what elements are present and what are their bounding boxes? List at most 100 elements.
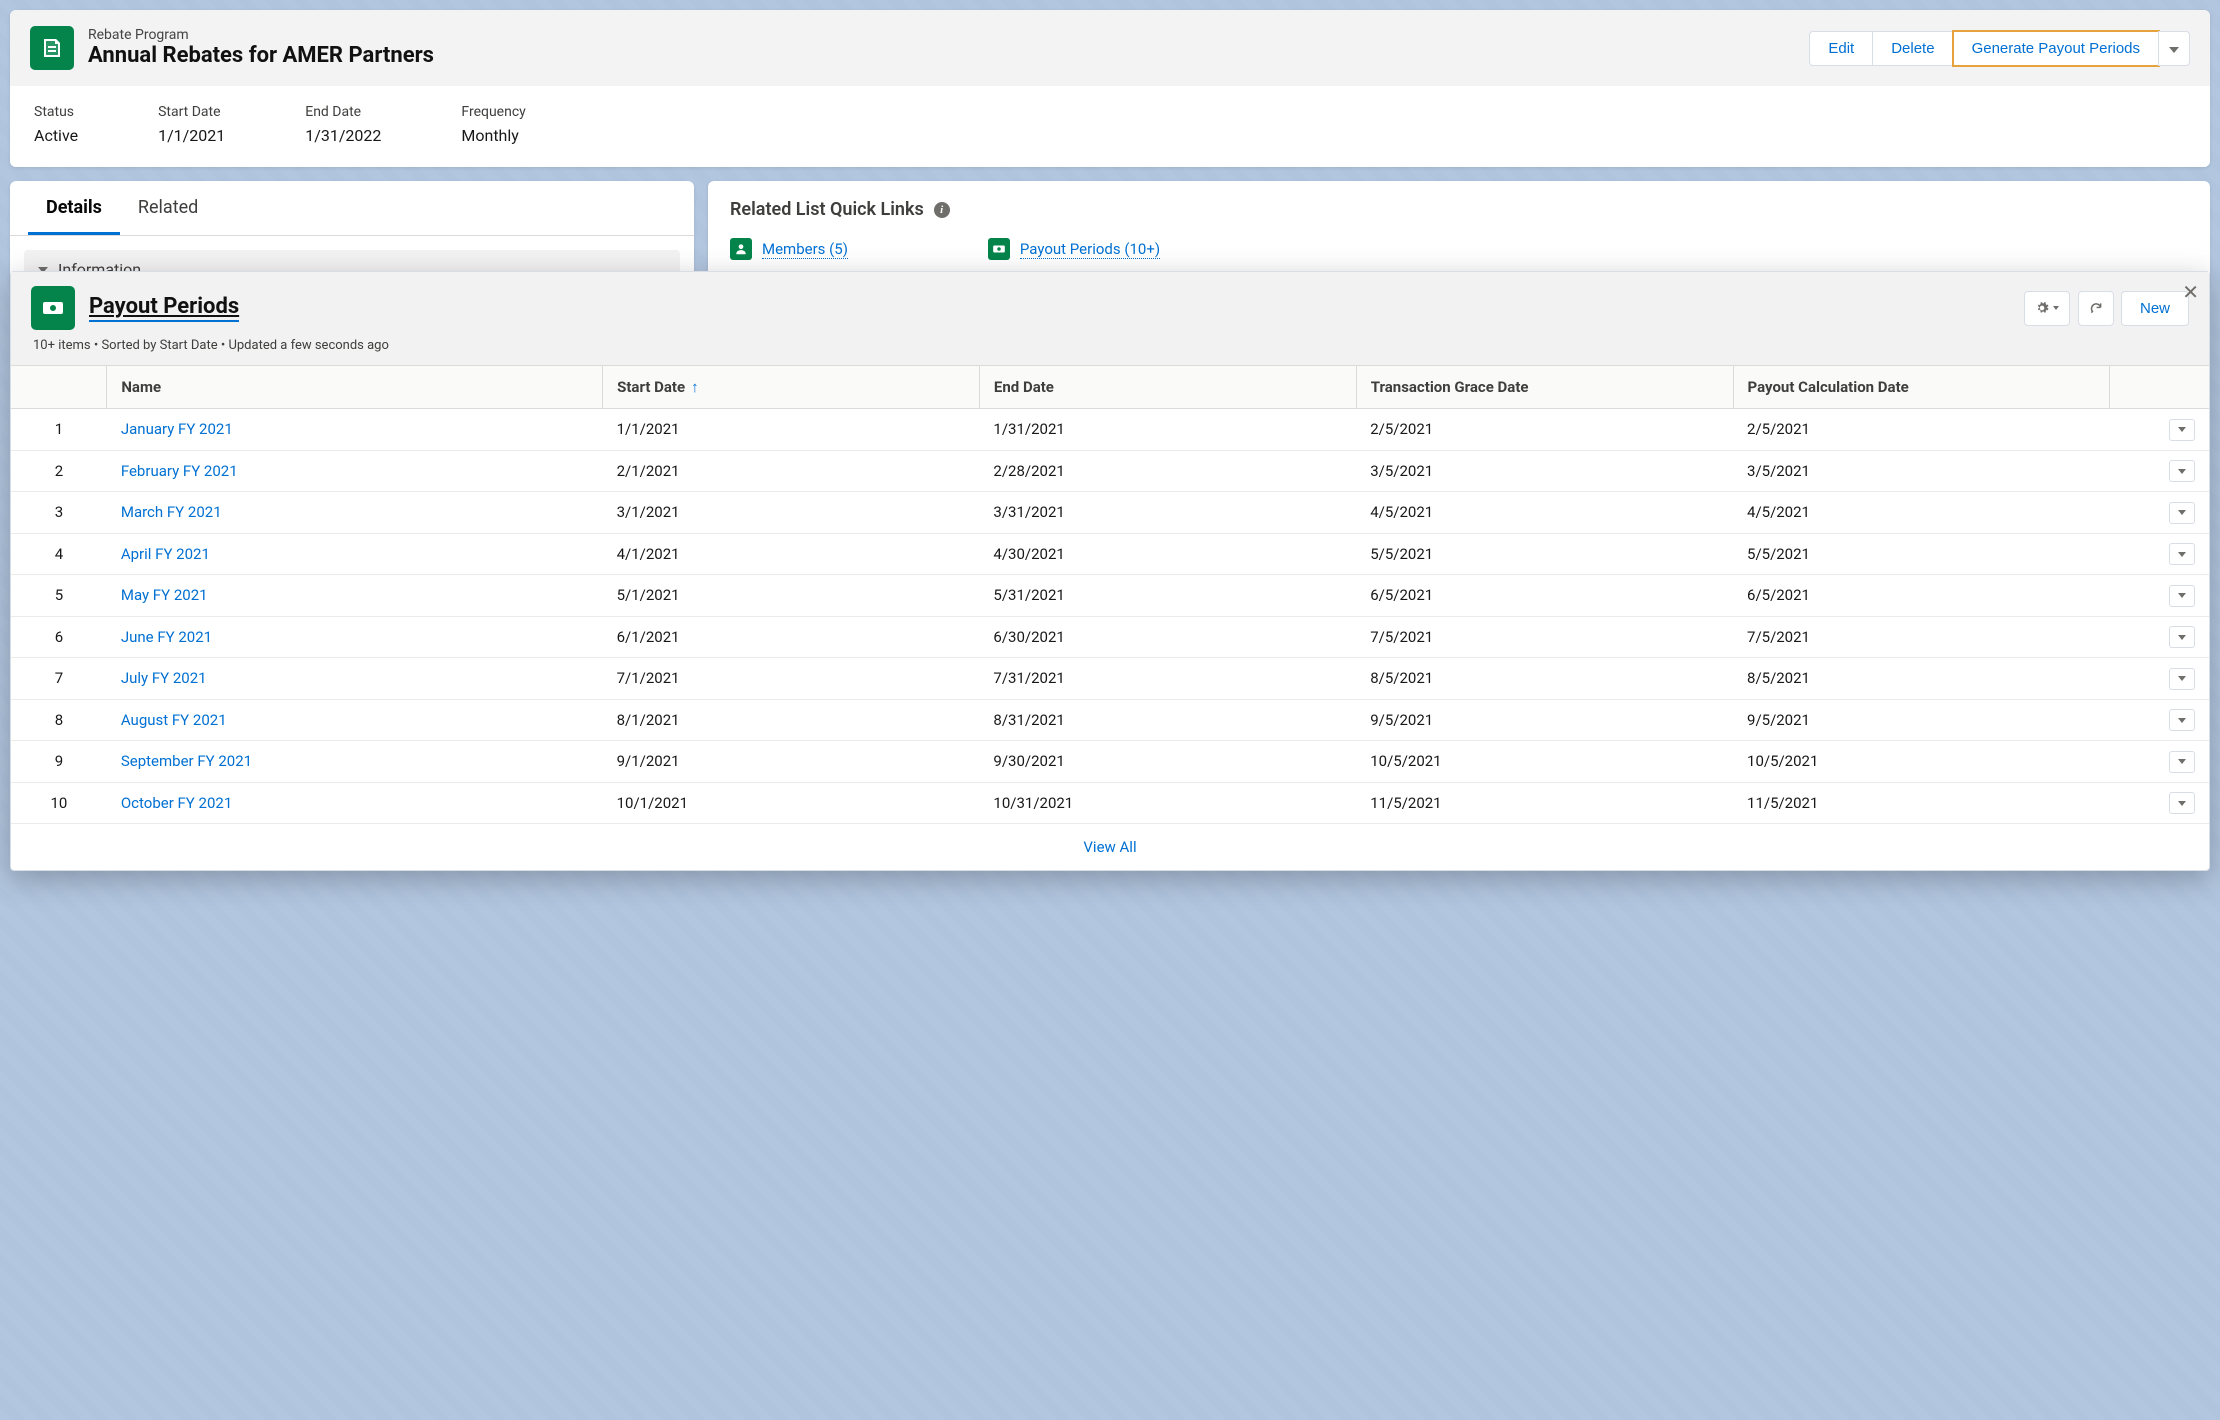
table-row: 9 September FY 2021 9/1/2021 9/30/2021 1… bbox=[11, 741, 2209, 783]
chevron-down-icon bbox=[2178, 510, 2186, 515]
period-name-link[interactable]: March FY 2021 bbox=[121, 503, 222, 521]
cell-calc-date: 4/5/2021 bbox=[1733, 492, 2110, 534]
row-actions-button[interactable] bbox=[2169, 709, 2195, 731]
header-action-group: Edit Delete Generate Payout Periods bbox=[1810, 31, 2190, 66]
row-number: 10 bbox=[11, 782, 107, 824]
column-header[interactable]: Start Date↑ bbox=[603, 366, 980, 409]
chevron-down-icon bbox=[2169, 47, 2179, 53]
cell-end-date: 7/31/2021 bbox=[979, 658, 1356, 700]
info-icon[interactable]: i bbox=[934, 202, 950, 218]
column-header[interactable]: Transaction Grace Date bbox=[1356, 366, 1733, 409]
row-actions-button[interactable] bbox=[2169, 792, 2195, 814]
more-actions-button[interactable] bbox=[2158, 31, 2190, 66]
payout-periods-table: NameStart Date↑End DateTransaction Grace… bbox=[11, 365, 2209, 824]
members-icon bbox=[730, 238, 752, 260]
chevron-down-icon bbox=[2178, 427, 2186, 432]
period-name-link[interactable]: February FY 2021 bbox=[121, 462, 238, 480]
cell-calc-date: 9/5/2021 bbox=[1733, 699, 2110, 741]
panel-meta: 10+ items • Sorted by Start Date • Updat… bbox=[33, 338, 2189, 353]
row-number: 3 bbox=[11, 492, 107, 534]
field-label: Frequency bbox=[461, 104, 525, 120]
tab-related[interactable]: Related bbox=[120, 181, 216, 235]
cell-end-date: 2/28/2021 bbox=[979, 450, 1356, 492]
cell-start-date: 7/1/2021 bbox=[603, 658, 980, 700]
cell-grace-date: 10/5/2021 bbox=[1356, 741, 1733, 783]
delete-button[interactable]: Delete bbox=[1872, 31, 1953, 66]
sort-ascending-icon: ↑ bbox=[691, 378, 699, 396]
record-header: Rebate Program Annual Rebates for AMER P… bbox=[10, 10, 2210, 86]
row-actions-button[interactable] bbox=[2169, 751, 2195, 773]
row-actions-button[interactable] bbox=[2169, 419, 2195, 441]
period-name-link[interactable]: January FY 2021 bbox=[121, 420, 233, 438]
chevron-down-icon bbox=[2178, 635, 2186, 640]
page-title: Annual Rebates for AMER Partners bbox=[88, 43, 434, 69]
list-settings-button[interactable] bbox=[2024, 291, 2070, 326]
cell-end-date: 10/31/2021 bbox=[979, 782, 1356, 824]
table-row: 3 March FY 2021 3/1/2021 3/31/2021 4/5/2… bbox=[11, 492, 2209, 534]
cell-start-date: 8/1/2021 bbox=[603, 699, 980, 741]
cell-start-date: 3/1/2021 bbox=[603, 492, 980, 534]
row-actions-button[interactable] bbox=[2169, 668, 2195, 690]
row-actions-button[interactable] bbox=[2169, 460, 2195, 482]
row-number: 1 bbox=[11, 409, 107, 451]
chevron-down-icon bbox=[2178, 469, 2186, 474]
tab-details[interactable]: Details bbox=[28, 181, 120, 235]
cell-grace-date: 7/5/2021 bbox=[1356, 616, 1733, 658]
row-actions-button[interactable] bbox=[2169, 626, 2195, 648]
quick-links-title: Related List Quick Links bbox=[730, 199, 924, 220]
table-row: 10 October FY 2021 10/1/2021 10/31/2021 … bbox=[11, 782, 2209, 824]
cell-calc-date: 5/5/2021 bbox=[1733, 533, 2110, 575]
record-type-icon bbox=[30, 26, 74, 70]
row-number: 4 bbox=[11, 533, 107, 575]
table-row: 4 April FY 2021 4/1/2021 4/30/2021 5/5/2… bbox=[11, 533, 2209, 575]
period-name-link[interactable]: August FY 2021 bbox=[121, 711, 227, 729]
view-all-link[interactable]: View All bbox=[1083, 838, 1136, 856]
record-type-label: Rebate Program bbox=[88, 27, 434, 43]
column-header[interactable]: Payout Calculation Date bbox=[1733, 366, 2110, 409]
payout-periods-panel-icon bbox=[31, 286, 75, 330]
period-name-link[interactable]: May FY 2021 bbox=[121, 586, 208, 604]
period-name-link[interactable]: June FY 2021 bbox=[121, 628, 212, 646]
cell-calc-date: 8/5/2021 bbox=[1733, 658, 2110, 700]
cell-calc-date: 2/5/2021 bbox=[1733, 409, 2110, 451]
panel-title[interactable]: Payout Periods bbox=[89, 294, 239, 322]
cell-start-date: 4/1/2021 bbox=[603, 533, 980, 575]
period-name-link[interactable]: September FY 2021 bbox=[121, 752, 252, 770]
payout-periods-icon bbox=[988, 238, 1010, 260]
cell-end-date: 8/31/2021 bbox=[979, 699, 1356, 741]
column-header[interactable]: End Date bbox=[979, 366, 1356, 409]
edit-button[interactable]: Edit bbox=[1809, 31, 1873, 66]
cell-grace-date: 3/5/2021 bbox=[1356, 450, 1733, 492]
field-value: 1/1/2021 bbox=[158, 126, 225, 145]
column-actions bbox=[2110, 366, 2209, 409]
close-icon[interactable]: ✕ bbox=[2182, 280, 2199, 304]
refresh-button[interactable] bbox=[2078, 291, 2114, 326]
row-number: 5 bbox=[11, 575, 107, 617]
new-button[interactable]: New bbox=[2121, 291, 2189, 326]
chevron-down-icon bbox=[2178, 801, 2186, 806]
payout-periods-link[interactable]: Payout Periods (10+) bbox=[1020, 240, 1160, 259]
period-name-link[interactable]: April FY 2021 bbox=[121, 545, 210, 563]
gear-icon bbox=[2035, 301, 2049, 315]
members-link[interactable]: Members (5) bbox=[762, 240, 848, 259]
cell-grace-date: 6/5/2021 bbox=[1356, 575, 1733, 617]
period-name-link[interactable]: July FY 2021 bbox=[121, 669, 207, 687]
cell-grace-date: 9/5/2021 bbox=[1356, 699, 1733, 741]
generate-payout-periods-button[interactable]: Generate Payout Periods bbox=[1953, 31, 2159, 66]
period-name-link[interactable]: October FY 2021 bbox=[121, 794, 232, 812]
cell-grace-date: 5/5/2021 bbox=[1356, 533, 1733, 575]
row-actions-button[interactable] bbox=[2169, 502, 2195, 524]
refresh-icon bbox=[2089, 301, 2103, 315]
cell-start-date: 1/1/2021 bbox=[603, 409, 980, 451]
chevron-down-icon bbox=[2053, 306, 2059, 310]
row-actions-button[interactable] bbox=[2169, 585, 2195, 607]
cell-end-date: 9/30/2021 bbox=[979, 741, 1356, 783]
column-header[interactable]: Name bbox=[107, 366, 603, 409]
table-row: 1 January FY 2021 1/1/2021 1/31/2021 2/5… bbox=[11, 409, 2209, 451]
chevron-down-icon bbox=[2178, 718, 2186, 723]
row-actions-button[interactable] bbox=[2169, 543, 2195, 565]
cell-grace-date: 2/5/2021 bbox=[1356, 409, 1733, 451]
chevron-down-icon bbox=[2178, 676, 2186, 681]
cell-start-date: 10/1/2021 bbox=[603, 782, 980, 824]
chevron-down-icon bbox=[2178, 759, 2186, 764]
